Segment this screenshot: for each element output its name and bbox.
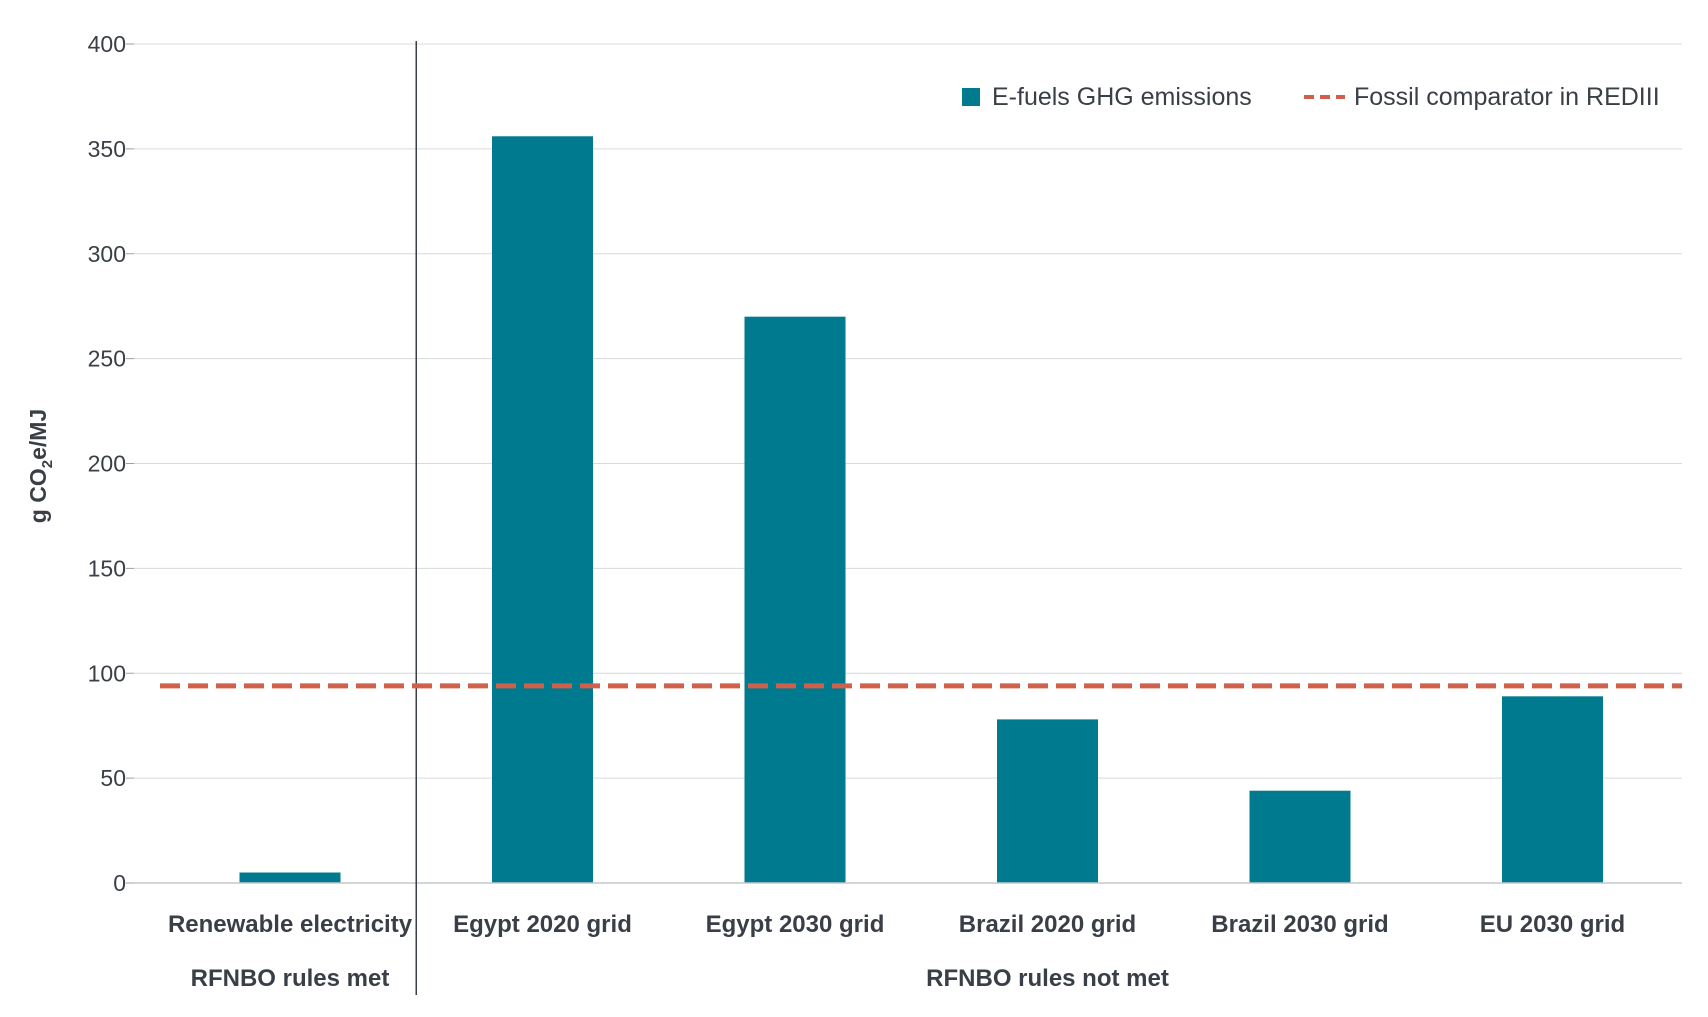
y-axis-title: g CO2e/MJ (25, 409, 56, 523)
legend-label-fossil-comparator: Fossil comparator in REDIII (1354, 83, 1660, 111)
y-axis-title-subscript: 2 (39, 460, 56, 468)
y-axis-title-end: e/MJ (25, 409, 51, 460)
y-tick-label: 0 (113, 870, 126, 896)
legend-label-efuels: E-fuels GHG emissions (992, 83, 1252, 111)
group-label: RFNBO rules not met (926, 965, 1169, 992)
group-label: RFNBO rules met (191, 965, 390, 992)
category-label: Egypt 2030 grid (706, 911, 885, 938)
y-axis-title-main: g CO (25, 468, 51, 523)
y-tick-label: 150 (88, 555, 126, 581)
category-label: EU 2030 grid (1480, 911, 1625, 938)
y-tick-label: 100 (88, 660, 126, 686)
category-label: Brazil 2030 grid (1211, 911, 1388, 938)
bar (744, 316, 846, 883)
category-label: Renewable electricity (168, 911, 413, 938)
bar (1249, 790, 1351, 883)
y-tick-label: 400 (88, 31, 126, 57)
legend: E-fuels GHG emissions Fossil comparator … (962, 83, 1660, 111)
legend-swatch-efuels (962, 88, 980, 106)
labels: 0 50 100 150 200 250 300 350 400 Renewable electr… (88, 31, 1626, 992)
category-label: Egypt 2020 grid (453, 911, 632, 938)
y-tick-label: 50 (100, 765, 126, 791)
y-tick-label: 250 (88, 346, 126, 372)
y-tick-label: 300 (88, 241, 126, 267)
bars (239, 136, 1603, 884)
bar (1502, 696, 1603, 883)
gridlines (134, 43, 1682, 779)
y-tick-label: 350 (88, 136, 126, 162)
bar (492, 136, 593, 884)
y-tick-label: 200 (88, 451, 126, 477)
bar (239, 872, 341, 883)
axes (126, 41, 1682, 995)
category-label: Brazil 2020 grid (959, 911, 1136, 938)
bar (997, 719, 1098, 883)
